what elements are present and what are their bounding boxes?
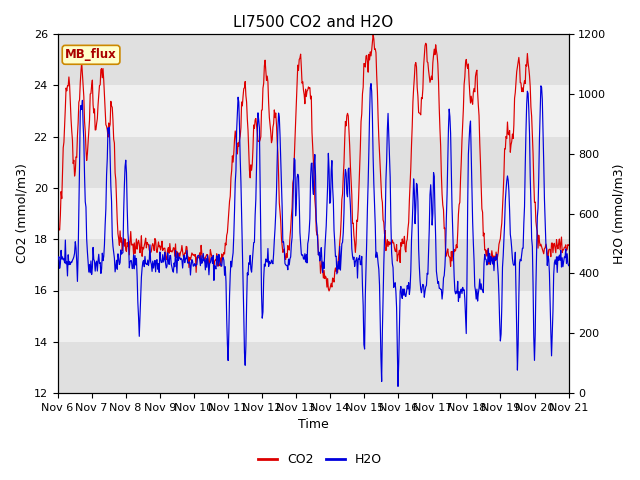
Bar bbox=[58, 290, 568, 342]
Y-axis label: CO2 (mmol/m3): CO2 (mmol/m3) bbox=[15, 164, 28, 264]
Bar bbox=[58, 239, 568, 290]
Legend: CO2, H2O: CO2, H2O bbox=[253, 448, 387, 471]
Y-axis label: H2O (mmol/m3): H2O (mmol/m3) bbox=[612, 163, 625, 264]
Bar bbox=[58, 85, 568, 137]
Title: LI7500 CO2 and H2O: LI7500 CO2 and H2O bbox=[233, 15, 393, 30]
Bar bbox=[58, 34, 568, 85]
Bar bbox=[58, 188, 568, 239]
Text: MB_flux: MB_flux bbox=[65, 48, 117, 61]
X-axis label: Time: Time bbox=[298, 419, 328, 432]
Bar bbox=[58, 342, 568, 393]
Bar bbox=[58, 137, 568, 188]
